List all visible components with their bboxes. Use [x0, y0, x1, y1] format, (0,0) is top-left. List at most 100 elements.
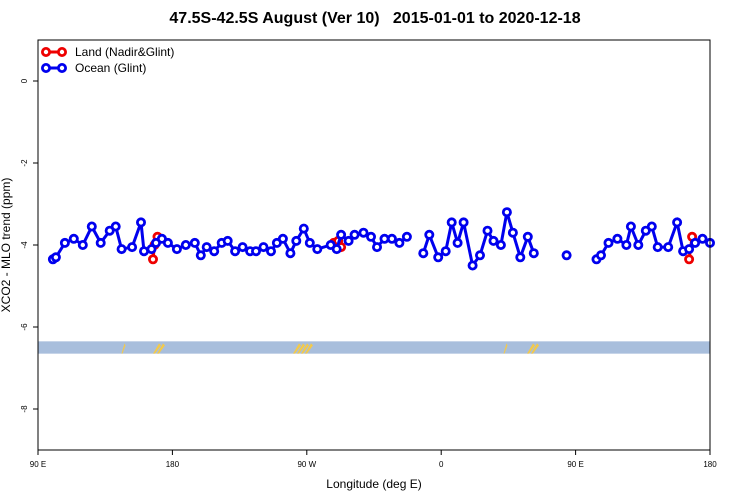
- land-data-point: [147, 254, 158, 265]
- ocean-data-point: [110, 221, 121, 232]
- y-tick-label: -2: [20, 159, 29, 167]
- ocean-data-point: [646, 221, 657, 232]
- ocean-data-point: [690, 237, 701, 248]
- ocean-data-point: [127, 242, 138, 253]
- x-tick-label: 180: [703, 460, 717, 469]
- ocean-data-point: [433, 252, 444, 263]
- landmass-mark: [527, 343, 535, 354]
- ocean-data-point: [488, 235, 499, 246]
- ocean-data-point: [515, 252, 526, 263]
- ocean-data-point: [652, 242, 663, 253]
- landmass-mark: [157, 343, 165, 354]
- ocean-data-point: [697, 233, 708, 244]
- ocean-data-point: [371, 242, 382, 253]
- landmass-mark: [153, 343, 161, 354]
- landmass-mark: [121, 343, 126, 354]
- y-tick-label: -8: [20, 405, 29, 413]
- x-tick-label: 90 W: [297, 460, 316, 469]
- ocean-data-point: [86, 221, 97, 232]
- ocean-data-point: [452, 237, 463, 248]
- legend-land-marker: [57, 47, 68, 58]
- land-mask-strip: [38, 341, 710, 354]
- ocean-data-point: [285, 248, 296, 259]
- ocean-data-point: [298, 223, 309, 234]
- ocean-data-point: [501, 207, 512, 218]
- ocean-data-point: [304, 237, 315, 248]
- ocean-data-point: [418, 248, 429, 259]
- ocean-data-point: [59, 237, 70, 248]
- ocean-data-point: [162, 237, 173, 248]
- ocean-data-point: [528, 248, 539, 259]
- ocean-data-point: [474, 250, 485, 261]
- ocean-data-point: [222, 235, 233, 246]
- ocean-data-point: [394, 237, 405, 248]
- ocean-data-point: [495, 239, 506, 250]
- ocean-data-point: [312, 244, 323, 255]
- ocean-data-point: [507, 227, 518, 238]
- ocean-data-point: [135, 217, 146, 228]
- ocean-data-point: [467, 260, 478, 271]
- ocean-data-point: [331, 244, 342, 255]
- legend-ocean-marker: [57, 63, 68, 74]
- land-mask-band: [38, 341, 710, 354]
- ocean-data-point: [171, 244, 182, 255]
- x-tick-label: 90 E: [567, 460, 583, 469]
- ocean-data-point: [612, 233, 623, 244]
- landmass-mark: [531, 343, 539, 354]
- ocean-data-point: [401, 231, 412, 242]
- ocean-data-point: [343, 235, 354, 246]
- ocean-data-point: [180, 239, 191, 250]
- ocean-data-point: [265, 246, 276, 257]
- ocean-data-point: [50, 252, 61, 263]
- x-axis: 90 E 180 90 W 0 90 E 180: [30, 450, 717, 469]
- ocean-data-point: [522, 231, 533, 242]
- ocean-data-point: [349, 229, 360, 240]
- ocean-data-point: [440, 246, 451, 257]
- x-tick-label: 90 E: [30, 460, 46, 469]
- ocean-data-point: [561, 250, 572, 261]
- legend-land-label: Land (Nadir&Glint): [75, 45, 174, 59]
- ocean-data-point: [603, 237, 614, 248]
- series-layer: [47, 207, 716, 271]
- ocean-data-point: [146, 244, 157, 255]
- ocean-data-point: [625, 221, 636, 232]
- ocean-data-point: [684, 244, 695, 255]
- ocean-data-point: [386, 233, 397, 244]
- legend-ocean-marker: [41, 63, 52, 74]
- y-tick-label: 0: [20, 78, 29, 83]
- legend: Land (Nadir&Glint) Ocean (Glint): [41, 45, 174, 75]
- ocean-data-point: [458, 217, 469, 228]
- ocean-data-point: [201, 242, 212, 253]
- ocean-data-point: [195, 250, 206, 261]
- ocean-data-point: [336, 229, 347, 240]
- ocean-data-point: [230, 246, 241, 257]
- legend-ocean-label: Ocean (Glint): [75, 61, 146, 75]
- ocean-data-point: [482, 225, 493, 236]
- x-tick-label: 0: [439, 460, 444, 469]
- ocean-data-point: [446, 217, 457, 228]
- y-axis-label: XCO2 - MLO trend (ppm): [0, 178, 13, 313]
- ocean-data-point: [77, 239, 88, 250]
- ocean-data-point: [663, 242, 674, 253]
- ocean-data-point: [189, 237, 200, 248]
- landmass-mark: [503, 343, 508, 354]
- landmass-mark: [297, 343, 305, 354]
- x-tick-label: 180: [166, 460, 180, 469]
- legend-land-marker: [41, 47, 52, 58]
- ocean-data-point: [277, 233, 288, 244]
- y-axis: 0 -2 -4 -6 -8: [20, 78, 38, 413]
- landmass-mark: [305, 343, 313, 354]
- ocean-data-point: [424, 229, 435, 240]
- ocean-data-point: [596, 250, 607, 261]
- ocean-data-point: [291, 235, 302, 246]
- land-data-point: [684, 254, 695, 265]
- y-tick-label: -4: [20, 241, 29, 249]
- ocean-data-point: [633, 239, 644, 250]
- ocean-data-point: [258, 242, 269, 253]
- ocean-data-point: [621, 239, 632, 250]
- ocean-data-point: [358, 227, 369, 238]
- ocean-data-point: [250, 246, 261, 257]
- ocean-data-point: [237, 242, 248, 253]
- ocean-data-point: [672, 217, 683, 228]
